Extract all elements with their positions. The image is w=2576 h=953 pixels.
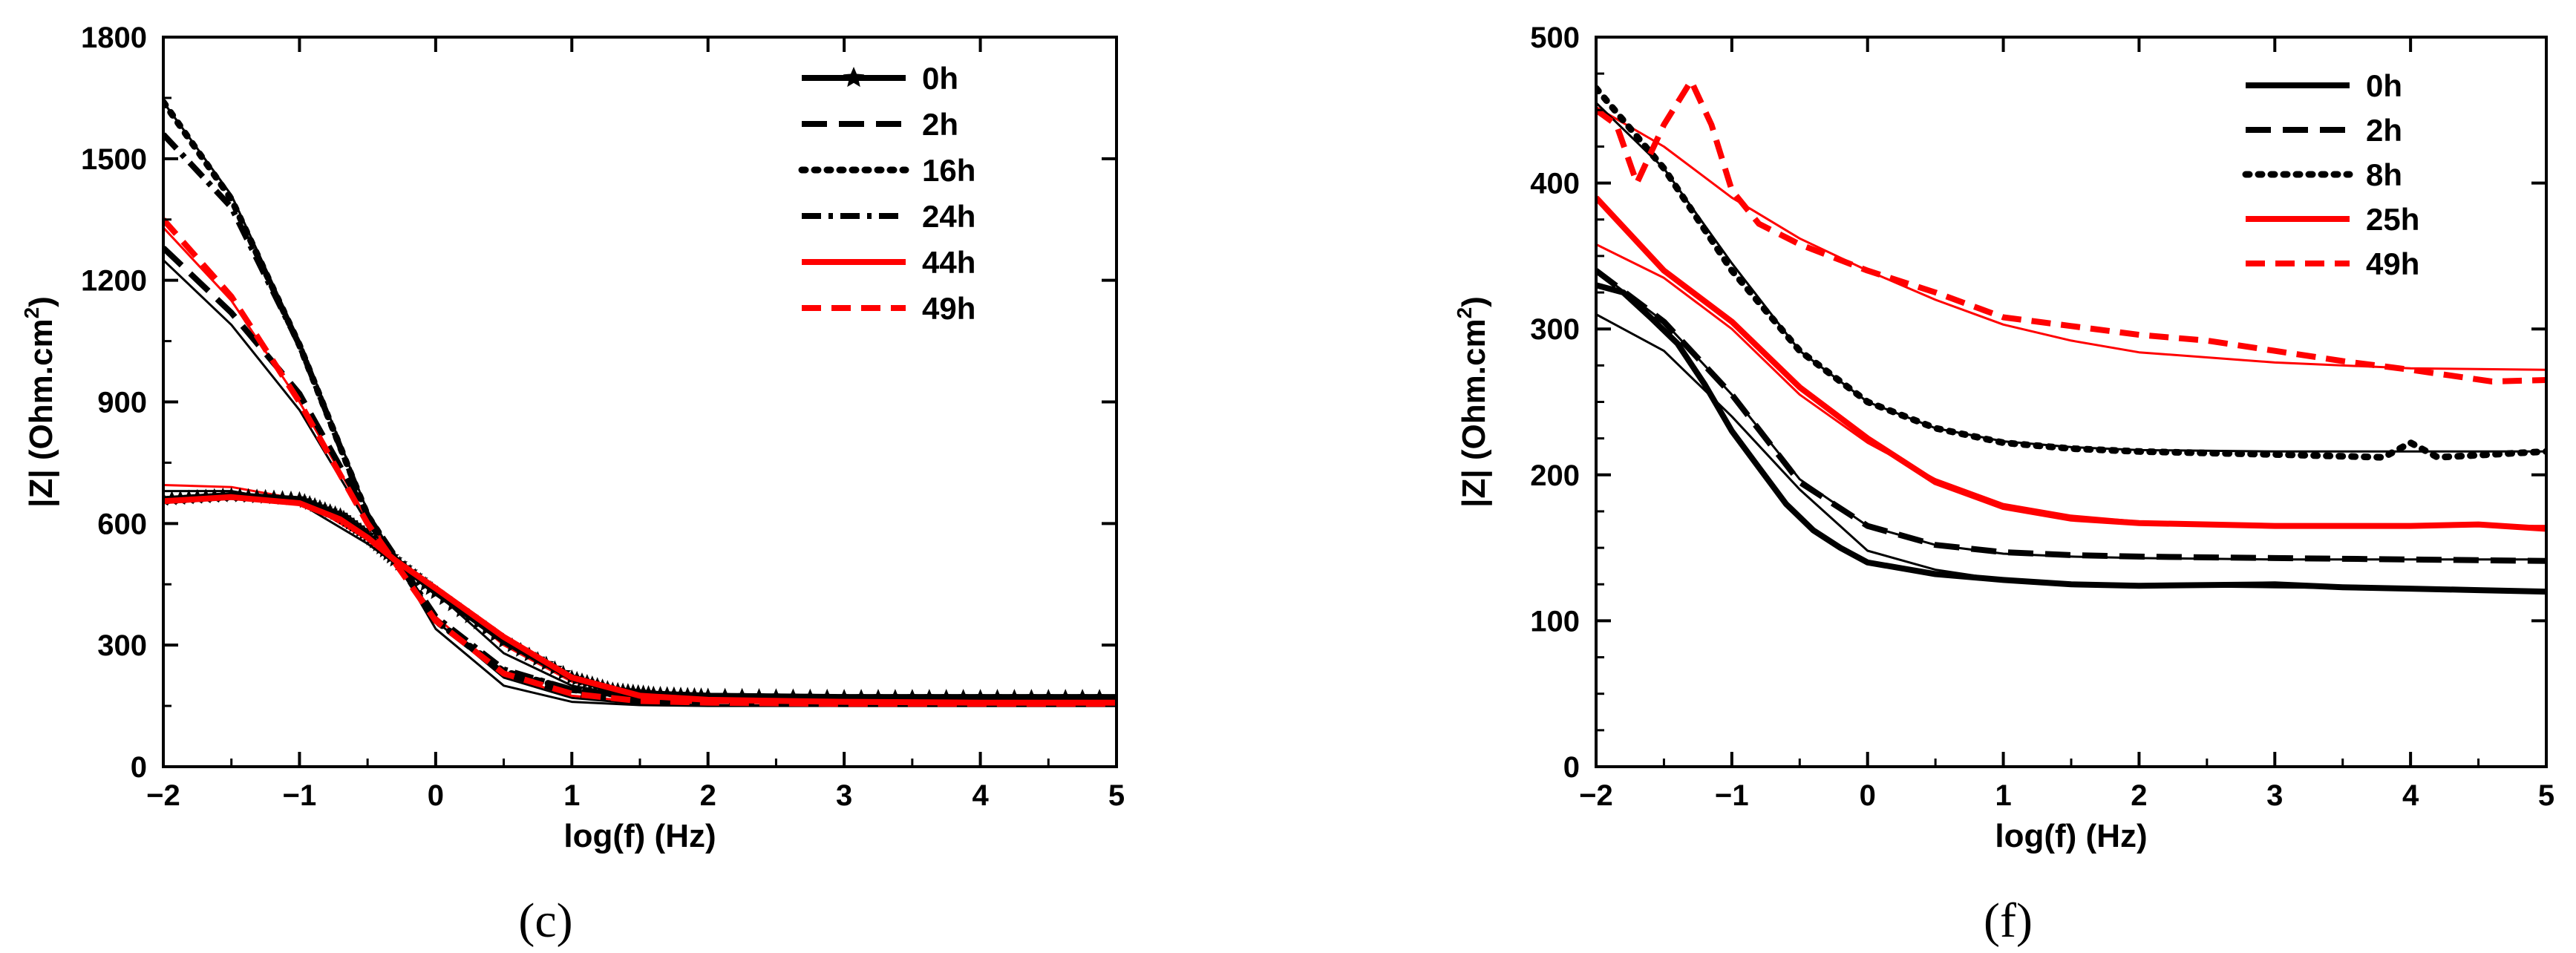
chart-c-legend-label-44h: 44h (922, 245, 975, 280)
chart-f-series-25h (1596, 195, 2546, 532)
chart-c: −2 −1 0 1 2 3 4 5 0 300 600 900 1200 1500 1800 log(f) … (20, 22, 1125, 948)
chart-c-legend-label-2h: 2h (922, 107, 958, 142)
chart-f-fit-line (1596, 106, 2546, 371)
chart-c-y-axis-title-main: |Z| (Ohm.cm (23, 318, 60, 507)
chart-c-x-tick-label: −2 (146, 779, 180, 812)
chart-f-x-tick-label: 5 (2538, 779, 2554, 812)
chart-c-fit-line (163, 490, 1117, 704)
chart-f-y-axis-title-main: |Z| (Ohm.cm (1456, 318, 1493, 507)
chart-c-series (163, 98, 1117, 707)
chart-c-series-49h (163, 217, 1117, 707)
chart-c-y-axis-title-sup: 2 (20, 307, 43, 319)
chart-c-legend-marker-0h (843, 67, 865, 88)
chart-c-y-tick-label: 300 (97, 629, 147, 662)
chart-c-y-tick-label: 1500 (81, 143, 147, 176)
chart-c-x-tick-label: −1 (283, 779, 317, 812)
chart-c-y-tick-label: 900 (97, 387, 147, 419)
chart-c-legend-label-0h: 0h (922, 61, 958, 96)
chart-f-legend-label-25h: 25h (2366, 202, 2419, 237)
chart-c-legend-label-16h: 16h (922, 153, 975, 188)
chart-f-x-tick-label: 2 (2131, 779, 2147, 812)
chart-c-x-tick-label: 0 (428, 779, 444, 812)
chart-f-y-axis-title: |Z| (Ohm.cm2) (1453, 296, 1493, 508)
chart-c-x-tick-label: 3 (836, 779, 852, 812)
chart-f-y-axis-title-sup: 2 (1453, 307, 1476, 319)
chart-c-panel-label: (c) (518, 894, 572, 948)
chart-f-series-8h (1596, 85, 2546, 461)
chart-f-series (1596, 78, 2546, 595)
chart-f-series-0h (1596, 282, 2546, 595)
chart-c-axis-ticks: −2 −1 0 1 2 3 4 5 0 300 600 900 1200 1500 1800 (81, 22, 1125, 812)
chart-c-x-tick-label: 5 (1108, 779, 1125, 812)
chart-c-y-tick-label: 1200 (81, 265, 147, 298)
chart-f-fit-line (1596, 243, 2546, 528)
chart-f-x-tick-label: 3 (2266, 779, 2283, 812)
chart-f-x-tick-label: 1 (1995, 779, 2011, 812)
chart-c-legend: 0h 2h 16h 24h 44h 49h (798, 61, 975, 326)
chart-f: −2 −1 0 1 2 3 4 5 0 100 200 300 400 500 log(f) (Hz) |… (1453, 22, 2554, 948)
chart-c-series-44h (163, 494, 1117, 706)
chart-c-y-axis-title-close: ) (23, 296, 59, 307)
chart-f-lines (1596, 78, 2546, 595)
chart-c-x-tick-label: 1 (563, 779, 580, 812)
chart-f-legend-label-49h: 49h (2366, 246, 2419, 281)
chart-c-x-tick-label: 2 (700, 779, 716, 812)
chart-f-series-2h (1596, 268, 2546, 564)
chart-c-y-axis-title: |Z| (Ohm.cm2) (20, 296, 60, 508)
chart-f-y-tick-label: 300 (1530, 313, 1580, 346)
chart-f-panel-label: (f) (1984, 894, 2033, 948)
chart-c-fit-line (163, 259, 1117, 707)
chart-f-series-49h (1596, 78, 2546, 384)
chart-f-x-axis-title: log(f) (Hz) (1995, 818, 2147, 854)
chart-f-y-tick-label: 500 (1530, 22, 1580, 54)
chart-c-series-0h (163, 492, 1117, 701)
chart-c-y-tick-label: 0 (131, 751, 147, 784)
chart-f-y-axis-title-close: ) (1456, 296, 1492, 307)
chart-f-x-tick-label: −1 (1715, 779, 1749, 812)
chart-f-y-tick-label: 200 (1530, 459, 1580, 492)
chart-f-x-tick-label: 4 (2402, 779, 2419, 812)
chart-c-legend-label-24h: 24h (922, 199, 975, 234)
chart-c-x-axis-title: log(f) (Hz) (563, 818, 716, 854)
chart-f-x-tick-label: 0 (1860, 779, 1876, 812)
chart-f-axis-ticks: −2 −1 0 1 2 3 4 5 0 100 200 300 400 500 (1530, 22, 2554, 812)
chart-f-legend-label-2h: 2h (2366, 113, 2402, 148)
chart-c-fit-line (163, 101, 1117, 707)
chart-c-fit-line (163, 484, 1117, 704)
chart-f-y-tick-label: 100 (1530, 605, 1580, 638)
chart-c-y-tick-label: 1800 (81, 22, 147, 54)
chart-c-legend-label-49h: 49h (922, 291, 975, 326)
chart-f-y-tick-label: 400 (1530, 168, 1580, 200)
chart-c-x-tick-label: 4 (972, 779, 989, 812)
chart-c-y-tick-label: 600 (97, 508, 147, 540)
chart-f-legend-label-8h: 8h (2366, 157, 2402, 192)
chart-f-y-tick-label: 0 (1563, 751, 1580, 784)
chart-c-lines (163, 98, 1117, 707)
chart-f-x-tick-label: −2 (1579, 779, 1613, 812)
chart-f-legend: 0h 2h 8h 25h 49h (2242, 68, 2419, 281)
chart-f-legend-label-0h: 0h (2366, 68, 2402, 103)
chart-f-fit-line (1596, 102, 2546, 453)
